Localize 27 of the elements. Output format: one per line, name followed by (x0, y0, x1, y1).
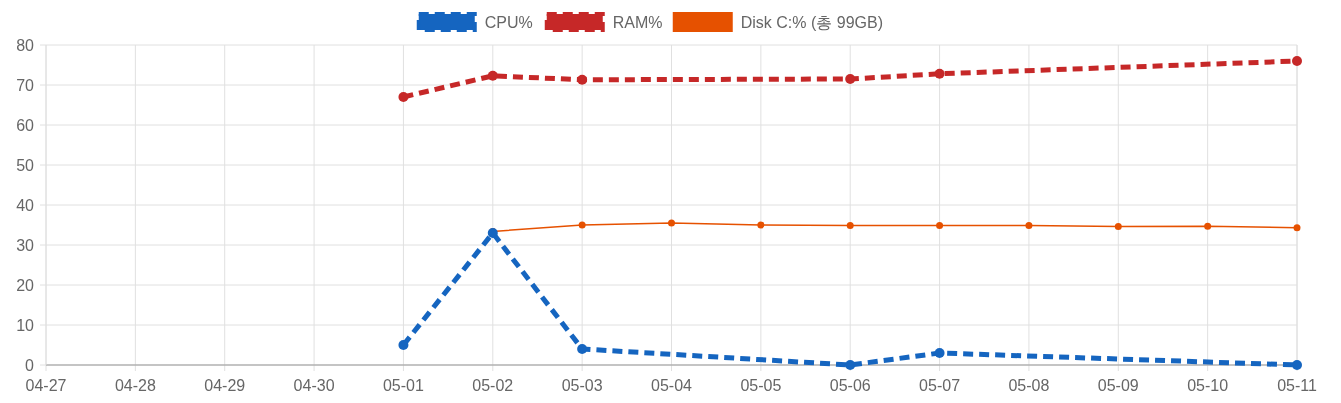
x-tick-label: 05-11 (1277, 377, 1317, 394)
x-tick-label: 04-29 (204, 377, 246, 394)
legend-label: RAM% (612, 14, 663, 31)
x-tick-label: 05-10 (1187, 377, 1229, 394)
y-tick-label: 70 (16, 77, 35, 94)
x-tick-label: 05-06 (829, 377, 871, 394)
x-tick-label: 05-01 (382, 377, 424, 394)
x-tick-label: 05-03 (561, 377, 603, 394)
y-tick-label: 10 (16, 317, 35, 334)
x-tick-label: 05-08 (1008, 377, 1050, 394)
y-tick-label: 40 (16, 197, 35, 214)
y-tick-label: 60 (16, 117, 35, 134)
x-tick-label: 04-27 (25, 377, 67, 394)
x-tick-label: 05-05 (740, 377, 782, 394)
y-tick-label: 30 (16, 237, 35, 254)
x-tick-label: 05-07 (919, 377, 961, 394)
x-tick-label: 04-30 (293, 377, 335, 394)
y-tick-label: 50 (16, 157, 35, 174)
x-tick-label: 05-09 (1097, 377, 1139, 394)
legend-label: CPU% (484, 14, 533, 31)
x-tick-label: 04-28 (114, 377, 156, 394)
y-tick-label: 20 (16, 277, 35, 294)
y-tick-label: 80 (16, 37, 35, 54)
x-tick-label: 05-02 (472, 377, 514, 394)
y-tick-label: 0 (25, 357, 35, 374)
x-tick-label: 05-04 (651, 377, 693, 394)
legend-label: Disk C:% (총 99GB) (740, 14, 883, 31)
